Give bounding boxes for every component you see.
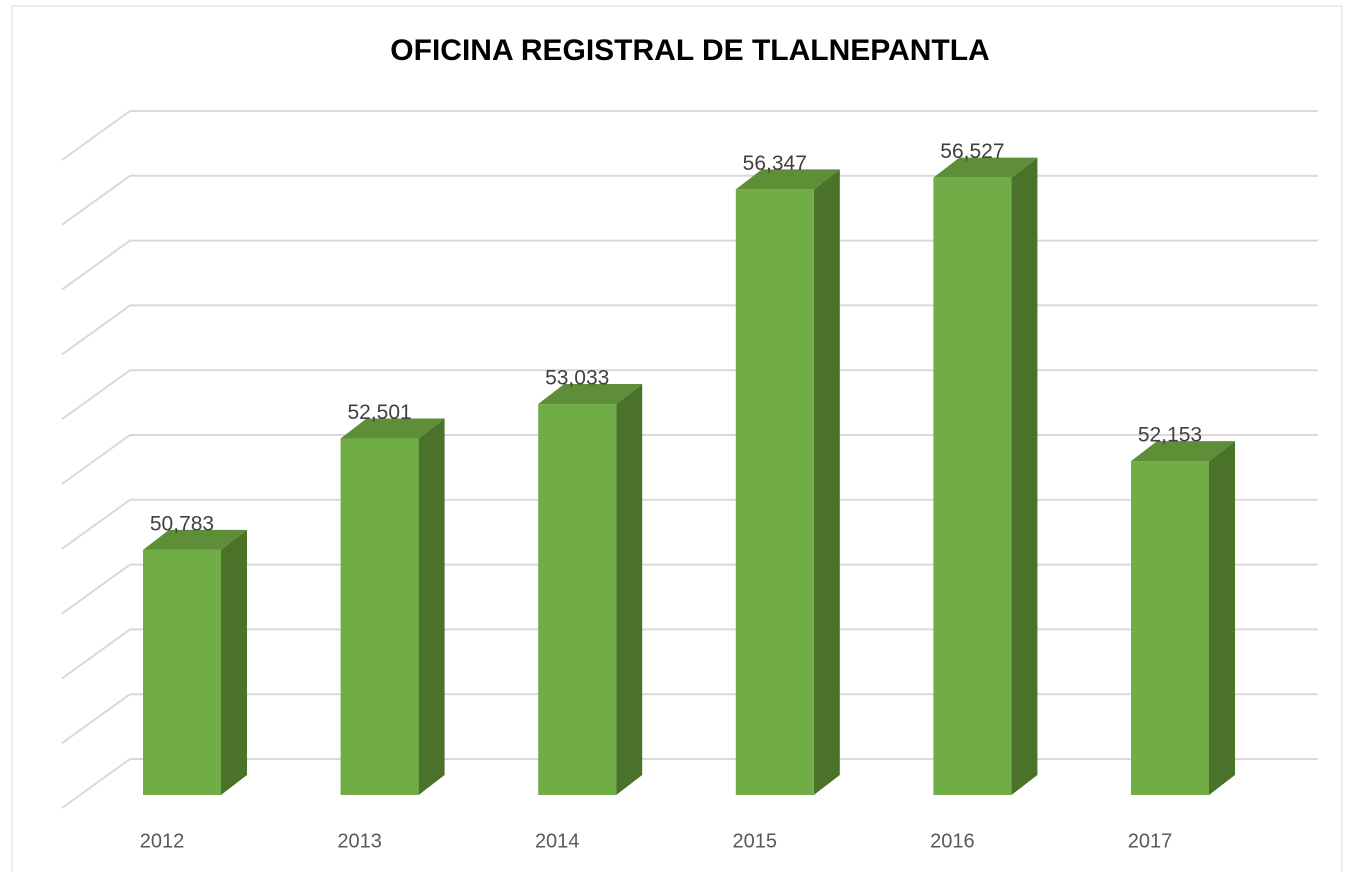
- side-grid-line: [61, 693, 131, 745]
- side-grid-line: [61, 563, 131, 615]
- data-label: 52,153: [1138, 424, 1202, 447]
- bar-top: [735, 169, 840, 190]
- side-grid-line: [61, 239, 131, 291]
- bar-side: [418, 418, 445, 795]
- bar: [143, 549, 221, 795]
- x-tick-label: 2012: [140, 830, 185, 852]
- data-label: 56,347: [743, 152, 807, 175]
- side-grid-line: [61, 498, 131, 550]
- x-tick-label: 2014: [535, 830, 580, 852]
- bar: [933, 177, 1012, 796]
- bar-top: [538, 384, 643, 405]
- x-tick-label: 2016: [930, 830, 975, 852]
- side-grid-line: [61, 110, 131, 161]
- side-grid-line: [61, 434, 131, 485]
- data-label: 52,501: [347, 401, 411, 424]
- data-label: 56,527: [940, 140, 1004, 163]
- bar-top: [1131, 441, 1235, 462]
- data-label: 53,033: [545, 367, 609, 390]
- side-grid-line: [61, 758, 131, 809]
- side-grid-line: [61, 174, 131, 226]
- bar-side: [616, 384, 643, 795]
- x-tick-label: 2015: [733, 830, 778, 852]
- bar: [735, 189, 814, 796]
- bar-side: [1011, 157, 1038, 796]
- x-tick-label: 2013: [337, 830, 382, 852]
- bar: [340, 438, 419, 795]
- side-grid-line: [61, 628, 131, 680]
- x-tick-label: 2017: [1128, 830, 1173, 852]
- bar: [538, 404, 617, 795]
- bar: [1131, 461, 1209, 795]
- side-grid-line: [61, 369, 131, 421]
- data-label: 50,783: [150, 512, 214, 535]
- bar-side: [221, 529, 247, 795]
- side-grid-line: [61, 304, 131, 356]
- bar-top: [143, 529, 247, 550]
- bar-side: [813, 169, 840, 796]
- chart-title: OFICINA REGISTRAL DE TLALNEPANTLA: [390, 34, 989, 67]
- bar-top: [340, 418, 445, 439]
- bar-top: [933, 157, 1038, 178]
- bar-side: [1209, 441, 1235, 795]
